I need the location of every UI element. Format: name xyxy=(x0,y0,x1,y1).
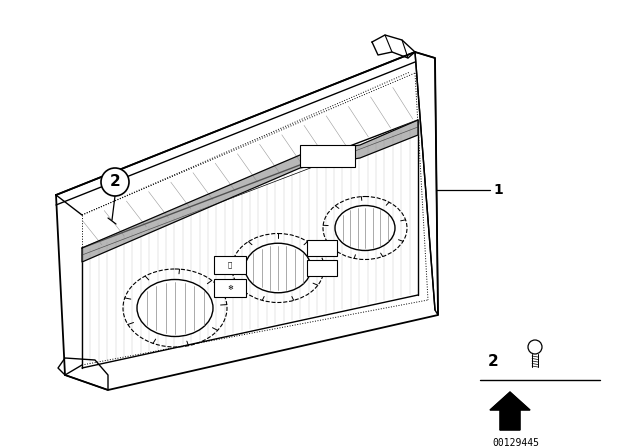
Bar xyxy=(214,279,246,297)
Circle shape xyxy=(101,168,129,196)
Text: ⏻: ⏻ xyxy=(228,262,232,268)
Bar xyxy=(300,145,355,167)
Polygon shape xyxy=(82,120,418,262)
Text: ❄: ❄ xyxy=(227,285,233,291)
Ellipse shape xyxy=(137,280,213,336)
Bar xyxy=(214,256,246,274)
Text: 2: 2 xyxy=(109,175,120,190)
Text: 2: 2 xyxy=(488,354,499,370)
Ellipse shape xyxy=(245,243,311,293)
Circle shape xyxy=(528,340,542,354)
Bar xyxy=(307,260,337,276)
Polygon shape xyxy=(490,392,530,430)
Ellipse shape xyxy=(335,206,395,250)
Text: 1: 1 xyxy=(493,183,503,197)
Text: 00129445: 00129445 xyxy=(492,438,539,448)
Bar xyxy=(307,240,337,256)
